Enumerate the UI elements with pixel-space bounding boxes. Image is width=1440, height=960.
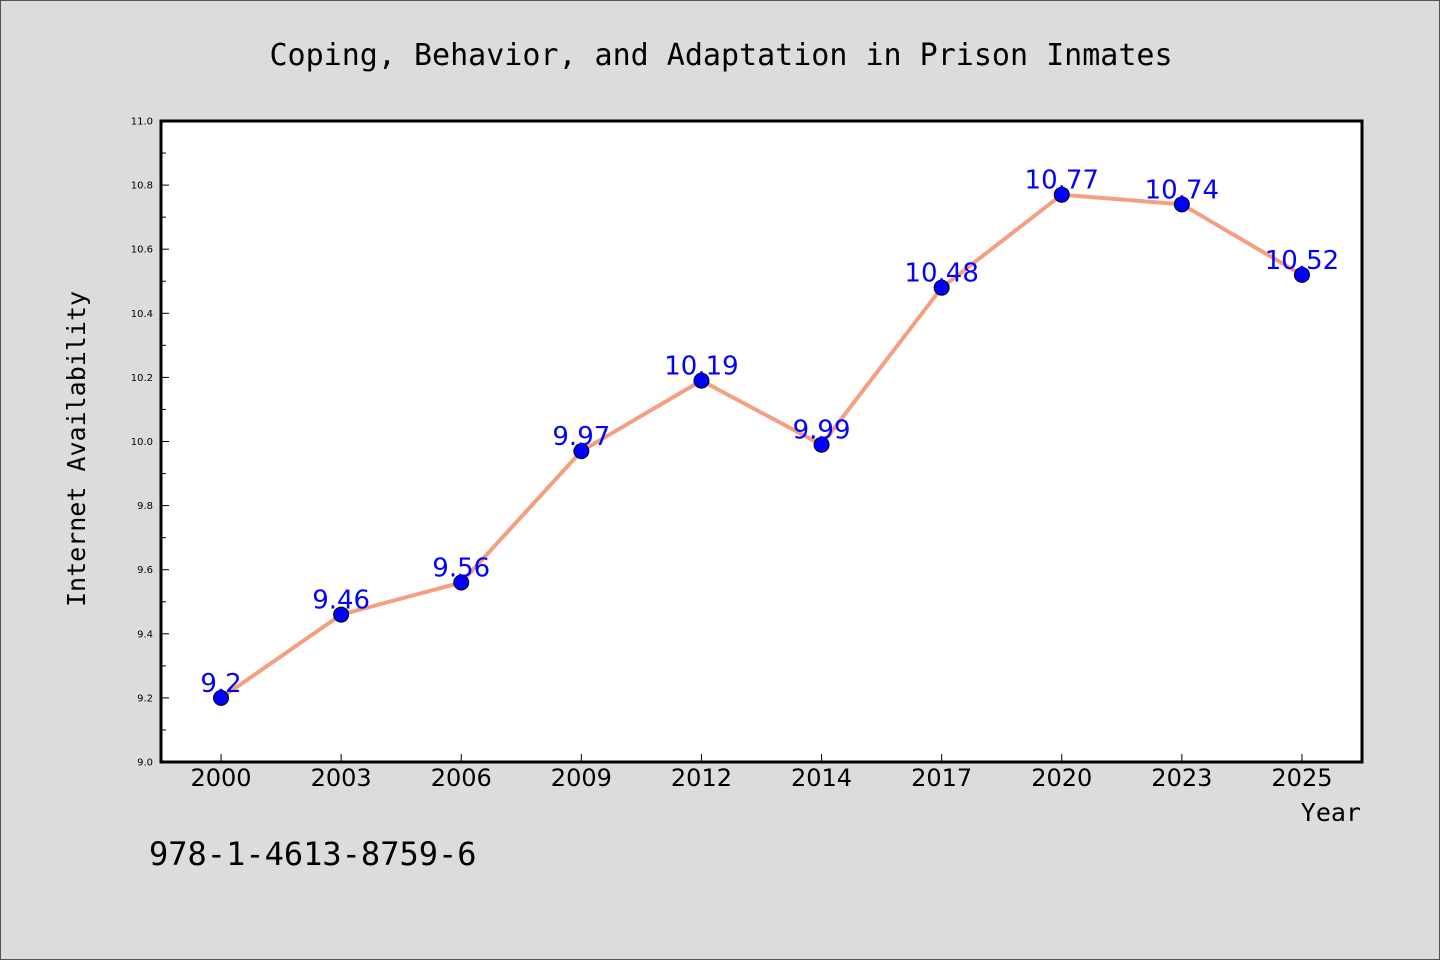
data-label: 10.77 <box>1025 166 1099 196</box>
y-tick-label: 9.0 <box>137 758 153 769</box>
y-axis-label: Internet Availability <box>62 291 91 607</box>
x-tick-label: 2006 <box>431 764 492 792</box>
y-axis: 9.0 9.2 9.4 9.6 9.8 10.0 10.2 10.4 10.6 10.8 11.0 <box>131 117 169 769</box>
data-label: 9.97 <box>552 422 610 452</box>
y-tick-label: 10.8 <box>131 181 153 192</box>
x-tick-label: 2023 <box>1151 764 1212 792</box>
data-point <box>693 372 710 389</box>
data-point <box>333 606 350 623</box>
y-tick-label: 9.8 <box>137 501 153 512</box>
data-label: 10.74 <box>1145 175 1219 205</box>
data-point <box>813 436 830 453</box>
footer-isbn: 978-1-4613-8759-6 <box>149 835 477 873</box>
plot-area <box>159 119 1364 764</box>
data-label: 9.99 <box>793 416 851 446</box>
data-point <box>213 689 230 706</box>
y-tick-label: 11.0 <box>131 117 153 128</box>
data-label: 9.46 <box>312 586 370 616</box>
data-point <box>933 279 950 296</box>
x-tick-label: 2025 <box>1271 764 1332 792</box>
x-tick-label: 2020 <box>1031 764 1092 792</box>
data-point <box>573 443 590 460</box>
y-tick-label: 9.2 <box>137 693 153 704</box>
x-axis: 2000 2003 2006 2009 2012 2014 2017 2020 2023 2025 <box>191 754 1332 792</box>
y-tick-label: 10.0 <box>131 437 153 448</box>
y-tick-label: 10.4 <box>131 309 153 320</box>
x-tick-label: 2003 <box>311 764 372 792</box>
data-label: 10.52 <box>1265 246 1339 276</box>
data-point <box>1053 186 1070 203</box>
series-group: 9.2 9.46 9.56 9.97 10.19 9.99 10.48 10.77 10.74 1… <box>200 166 1339 706</box>
data-label: 9.56 <box>432 554 490 584</box>
data-point <box>1293 266 1310 283</box>
data-point <box>453 574 470 591</box>
y-tick-label: 9.6 <box>137 565 153 576</box>
x-tick-label: 2009 <box>551 764 612 792</box>
x-tick-label: 2012 <box>671 764 732 792</box>
x-axis-label: Year <box>1301 798 1361 827</box>
x-tick-label: 2017 <box>911 764 972 792</box>
y-tick-label: 10.2 <box>131 373 153 384</box>
x-tick-label: 2014 <box>791 764 852 792</box>
y-tick-label: 10.6 <box>131 245 153 256</box>
series-line <box>219 192 1303 700</box>
data-label: 10.48 <box>904 259 978 289</box>
data-point <box>1173 196 1190 213</box>
data-label: 9.2 <box>200 669 241 699</box>
x-tick-label: 2000 <box>191 764 252 792</box>
data-label: 10.19 <box>664 352 738 382</box>
chart-title: Coping, Behavior, and Adaptation in Pris… <box>269 38 1172 73</box>
y-tick-label: 9.4 <box>137 629 153 640</box>
